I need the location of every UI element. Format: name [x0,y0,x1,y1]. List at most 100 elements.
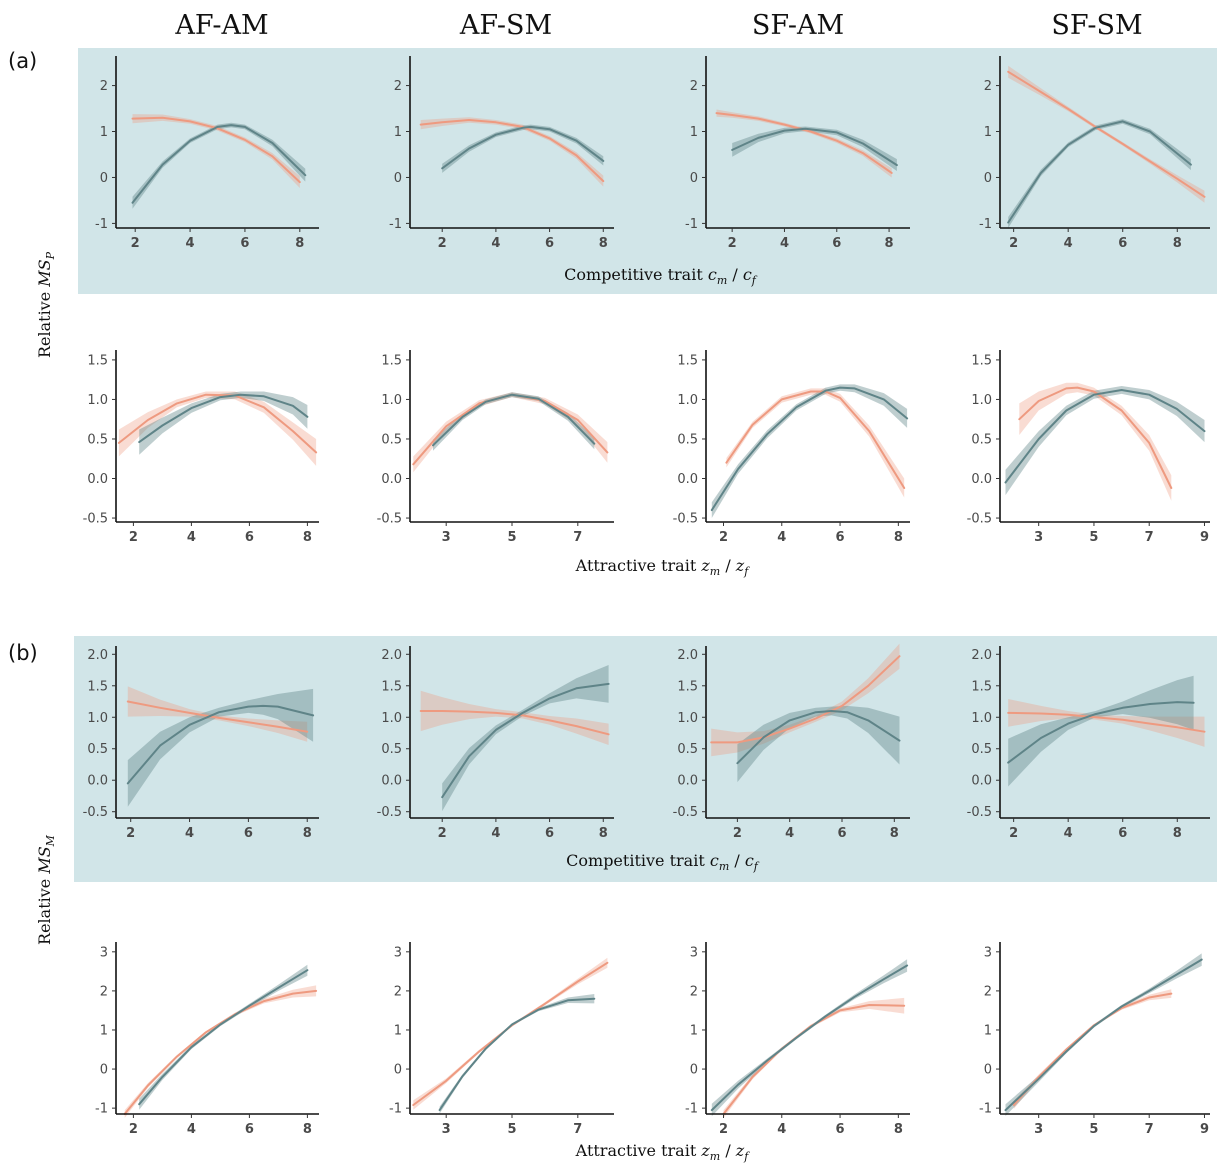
y-tick-label: 2.0 [971,648,992,663]
y-tick-label: -1 [95,1102,108,1117]
y-tick-label: -0.5 [967,805,992,820]
y-tick-label: 2 [394,79,402,94]
series-line-orange [419,119,605,183]
series-line-orange [1007,711,1206,733]
x-tick-label: 8 [599,236,608,251]
y-tick-label: 0.0 [971,774,992,789]
panel-b-attractive-af-sm: -1 0 1 2 3 3 5 7 [389,942,614,1137]
y-tick-label: 0.5 [971,742,992,757]
ci-band-orange [1013,989,1172,1109]
x-tick-label: 4 [187,530,196,545]
y-tick-label: 1.5 [381,353,402,368]
x-tick-label: 4 [491,236,500,251]
series-line-teal [710,386,909,512]
y-tick-label: 1 [394,1023,402,1038]
panel-a-competitive-af-sm: -1 0 1 2 2 4 6 8 [389,56,614,251]
x-tick-label: 2 [719,530,728,545]
y-tick-label: 2 [690,79,698,94]
ci-band-orange [127,686,308,742]
y-tick-label: 0.0 [381,774,402,789]
x-tick-label: 8 [1173,236,1182,251]
panel-b-attractive-sf-sm: -1 0 1 2 3 3 5 7 9 [979,942,1210,1137]
series-line-orange [1018,386,1173,489]
x-tick-label: 3 [1034,1122,1043,1137]
y-axis-label-a: Relative MSP [35,251,57,358]
y-tick-label: 0 [394,171,402,186]
y-tick-label: 0 [100,1063,108,1078]
ci-band-orange [716,109,892,178]
panel-a-attractive-af-sm: -0.5 0.0 0.5 1.0 1.5 3 5 7 [377,350,614,545]
x-tick-label: 9 [1200,1122,1209,1137]
y-tick-label: -0.5 [83,805,108,820]
y-tick-label: 1.5 [87,679,108,694]
panel-b-competitive-sf-sm: -0.5 0.0 0.5 1.0 1.5 2.0 2 4 6 8 [967,646,1210,841]
ci-band-teal [442,665,609,812]
y-tick-label: 0.5 [381,432,402,447]
y-tick-label: 2 [984,984,992,999]
y-tick-label: 1.0 [971,711,992,726]
series-line-teal [126,704,315,785]
ci-band-teal [139,391,308,455]
series-line-teal [138,969,309,1106]
y-tick-label: 1.0 [677,393,698,408]
series-line-orange [117,393,318,454]
x-tick-label: 6 [1118,236,1127,251]
y-tick-label: 2.0 [87,648,108,663]
y-tick-label: 0.0 [87,774,108,789]
series-line-orange [419,710,610,736]
y-tick-label: 0.5 [971,432,992,447]
ci-band-orange [1019,382,1172,501]
highlight-band-a [78,48,1217,294]
x-tick-label: 6 [1118,826,1127,841]
x-tick-label: 5 [1089,530,1098,545]
panel-b-attractive-af-am: -1 0 1 2 3 2 4 6 8 [95,942,319,1137]
y-tick-label: 0.0 [381,472,402,487]
series-line-teal [441,682,610,799]
y-tick-label: 2 [100,984,108,999]
x-axis-label-competitive-a: Competitive trait cm / cf [564,265,758,287]
x-axis-label-attractive-a: Attractive trait zm / zf [575,556,751,578]
x-tick-label: 4 [186,236,195,251]
ci-band-teal [711,959,908,1117]
x-tick-label: 8 [890,826,899,841]
panel-a-attractive-af-am: -0.5 0.0 0.5 1.0 1.5 2 4 6 8 [83,350,319,545]
x-tick-label: 8 [303,1122,312,1137]
x-tick-label: 4 [777,530,786,545]
highlight-band-b [74,636,1217,882]
x-tick-label: 4 [1064,826,1073,841]
panel-label-b: (b) [8,641,38,665]
x-tick-label: 2 [438,236,447,251]
y-tick-label: -0.5 [83,512,108,527]
x-tick-label: 3 [442,530,451,545]
y-tick-label: 0.5 [677,742,698,757]
series-line-teal [441,125,605,170]
x-tick-label: 2 [1009,236,1018,251]
panel-a-attractive-sf-am: -0.5 0.0 0.5 1.0 1.5 2 4 6 8 [673,350,910,545]
ci-band-orange [1008,699,1205,747]
ci-band-teal [732,126,897,171]
ci-band-teal [439,994,595,1114]
x-tick-label: 2 [728,236,737,251]
series-line-orange [722,1004,906,1115]
series-line-orange [123,989,318,1115]
y-tick-label: 0.0 [677,472,698,487]
series-line-orange [131,116,301,184]
x-tick-label: 8 [894,1122,903,1137]
series-line-teal [736,710,901,765]
y-tick-label: 0 [690,1063,698,1078]
column-header-sf-sm: SF-SM [1051,10,1142,41]
x-tick-label: 7 [1145,530,1154,545]
ci-band-orange [723,997,905,1118]
ci-band-teal [737,705,900,783]
y-tick-label: 1 [984,125,992,140]
y-tick-label: 3 [690,945,698,960]
y-tick-label: 1.0 [381,711,402,726]
y-tick-label: 3 [394,945,402,960]
y-tick-label: 0 [690,171,698,186]
ci-band-orange [413,957,608,1110]
y-tick-label: 0.0 [971,472,992,487]
x-tick-label: 4 [491,826,500,841]
panel-b-competitive-af-sm: -0.5 0.0 0.5 1.0 1.5 2.0 2 4 6 8 [377,646,614,841]
y-tick-label: 1.0 [677,711,698,726]
